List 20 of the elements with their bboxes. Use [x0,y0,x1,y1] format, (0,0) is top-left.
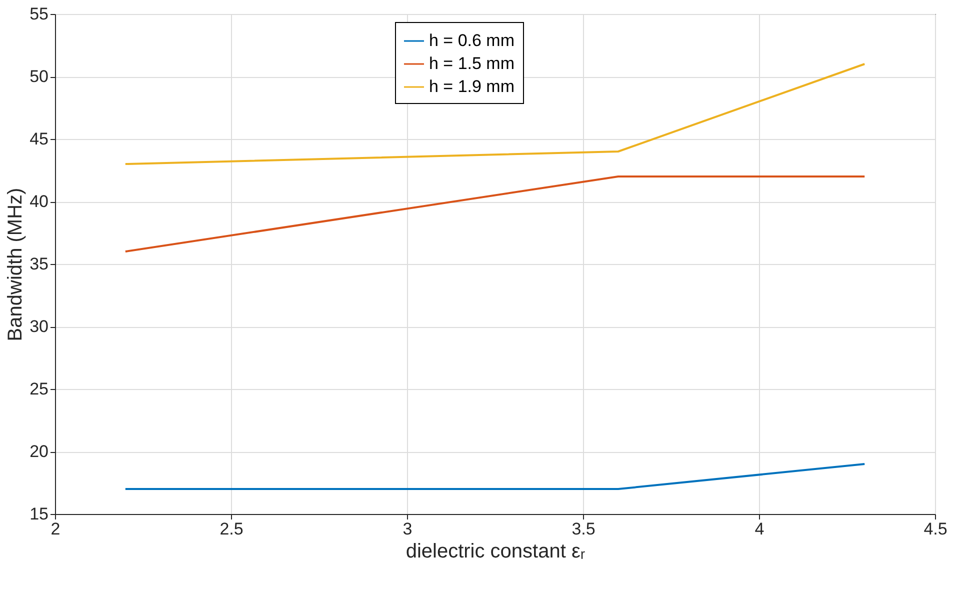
y-tick-label: 15 [30,504,48,524]
x-axis-title: dielectric constant εᵣ [406,540,586,562]
y-tick-label: 35 [30,254,48,274]
y-tick-label: 30 [30,317,48,336]
legend-label: h = 0.6 mm [429,31,515,50]
y-tick-label: 55 [30,4,48,24]
x-tick-label: 2.5 [220,520,244,538]
legend-label: h = 1.5 mm [429,54,515,73]
x-tick-label: 2 [50,520,60,538]
y-tick-label: 25 [30,380,48,398]
y-tick-label: 40 [30,192,48,211]
y-tick-label: 45 [30,130,48,148]
x-tick-label: 3.5 [572,520,596,538]
x-tick-label: 3 [402,520,412,538]
x-tick-label: 4 [754,520,764,538]
y-tick-label: 50 [30,67,48,86]
legend-label: h = 1.9 mm [429,77,515,96]
x-tick-label: 4.5 [924,520,948,538]
y-axis-title: Bandwidth (MHz) [4,188,27,342]
y-tick-label: 20 [30,442,48,461]
